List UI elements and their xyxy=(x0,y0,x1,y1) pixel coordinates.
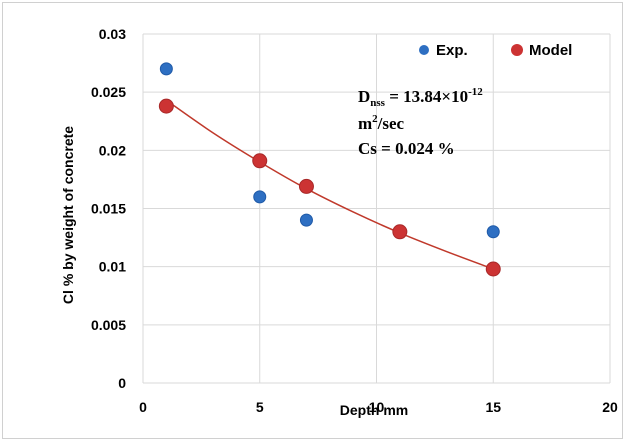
y-tick-label: 0.02 xyxy=(99,142,126,158)
data-points xyxy=(158,62,501,277)
x-tick-labels: 0 5 10 15 20 xyxy=(139,399,618,415)
legend-marker-exp xyxy=(419,45,429,55)
model-data-point xyxy=(392,224,408,240)
model-data-point xyxy=(485,261,501,277)
x-tick-label: 5 xyxy=(256,399,264,415)
y-tick-label: 0.03 xyxy=(99,26,126,42)
y-tick-label: 0.01 xyxy=(99,259,126,275)
model-data-point xyxy=(298,178,314,194)
x-axis-title: Depth mm xyxy=(340,402,408,418)
annotation-surface-concentration: Cs = 0.024 % xyxy=(358,139,455,158)
exp-data-point xyxy=(486,225,500,239)
exp-data-point xyxy=(299,213,313,227)
model-data-point xyxy=(252,153,268,169)
y-tick-labels: 0 0.005 0.01 0.015 0.02 0.025 0.03 xyxy=(91,26,126,391)
x-tick-label: 15 xyxy=(485,399,501,415)
x-tick-label: 10 xyxy=(369,399,385,415)
model-parameters-annotation: Dnss = 13.84×10-12 m2/sec Cs = 0.024 % xyxy=(358,86,483,158)
legend: Exp. Model xyxy=(419,42,572,59)
y-tick-label: 0 xyxy=(118,375,126,391)
legend-label-exp: Exp. xyxy=(436,42,468,59)
annotation-diffusion-coefficient: Dnss = 13.84×10-12 xyxy=(358,86,483,109)
legend-label-model: Model xyxy=(529,42,572,59)
y-tick-label: 0.025 xyxy=(91,84,126,100)
x-tick-label: 20 xyxy=(602,399,618,415)
exp-data-point xyxy=(159,62,173,76)
model-data-point xyxy=(158,98,174,114)
gridlines xyxy=(142,33,611,384)
x-tick-label: 0 xyxy=(139,399,147,415)
model-fit-line xyxy=(165,99,494,270)
exp-data-point xyxy=(253,190,267,204)
y-tick-label: 0.005 xyxy=(91,317,126,333)
y-tick-label: 0.015 xyxy=(91,201,126,217)
legend-marker-model xyxy=(511,44,523,56)
annotation-units: m2/sec xyxy=(358,113,405,133)
y-axis-title: Cl % by weight of concrete xyxy=(60,126,76,304)
